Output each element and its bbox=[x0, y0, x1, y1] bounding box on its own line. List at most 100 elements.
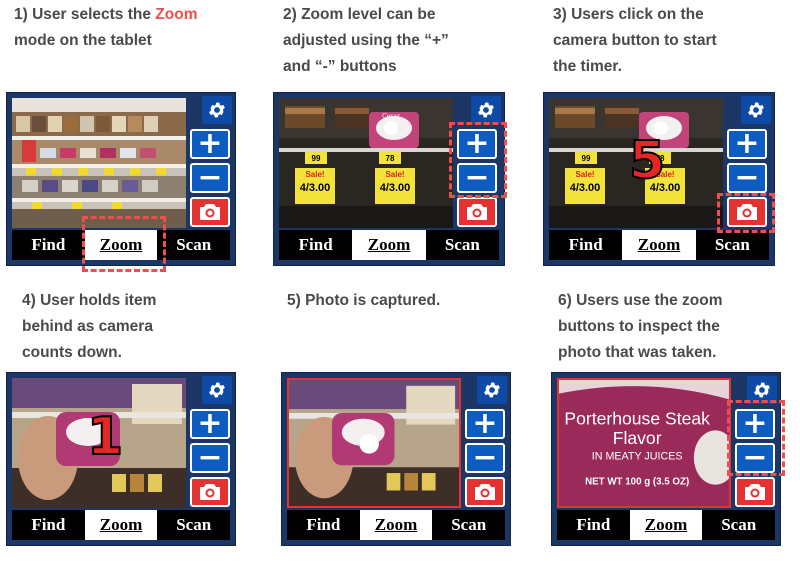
zoom-out-button[interactable]: − bbox=[190, 163, 230, 193]
tablet-panel-2: Cesar 99 78 Sale! 4/3.00 Sale! 4/3.00 + … bbox=[273, 92, 505, 266]
plus-icon: + bbox=[197, 126, 223, 161]
step-3-caption: 3) Users click on the camera button to s… bbox=[553, 6, 717, 75]
tab-find[interactable]: Find bbox=[279, 230, 353, 260]
tab-find[interactable]: Find bbox=[549, 230, 623, 260]
settings-button[interactable] bbox=[741, 96, 771, 124]
settings-button[interactable] bbox=[747, 376, 777, 404]
camera-button[interactable] bbox=[457, 197, 497, 227]
settings-button[interactable] bbox=[471, 96, 501, 124]
gear-icon bbox=[209, 382, 225, 398]
tab-zoom[interactable]: Zoom bbox=[84, 510, 158, 540]
camera-icon bbox=[737, 204, 757, 220]
tab-scan[interactable]: Scan bbox=[695, 230, 769, 260]
label-line-2: Flavor bbox=[613, 428, 662, 448]
minus-icon: − bbox=[472, 440, 498, 475]
tab-zoom[interactable]: Zoom bbox=[84, 230, 158, 260]
tab-zoom[interactable]: Zoom bbox=[359, 510, 433, 540]
tab-scan[interactable]: Scan bbox=[702, 510, 776, 540]
tablet-panel-1: + − Find Zoom Scan bbox=[6, 92, 236, 266]
tab-find[interactable]: Find bbox=[12, 510, 85, 540]
settings-button[interactable] bbox=[202, 376, 232, 404]
camera-icon bbox=[200, 484, 220, 500]
camera-icon bbox=[745, 484, 765, 500]
gear-icon bbox=[478, 102, 494, 118]
zoom-out-button[interactable]: − bbox=[735, 443, 775, 473]
tab-find[interactable]: Find bbox=[287, 510, 360, 540]
svg-text:4/3.00: 4/3.00 bbox=[650, 182, 681, 194]
gear-icon bbox=[748, 102, 764, 118]
countdown-number: 5 bbox=[628, 131, 666, 191]
minus-icon: − bbox=[464, 160, 490, 195]
captured-photo bbox=[287, 378, 461, 508]
svg-text:78: 78 bbox=[656, 154, 665, 163]
label-line-3: IN MEATY JUICES bbox=[592, 451, 683, 463]
zoom-buttons-highlight bbox=[449, 122, 507, 198]
plus-icon: + bbox=[472, 406, 498, 441]
camera-preview-hand-holding-item bbox=[12, 378, 186, 508]
cesar-brand: Cesar bbox=[382, 113, 400, 120]
tab-zoom[interactable]: Zoom bbox=[622, 230, 696, 260]
svg-text:4/3.00: 4/3.00 bbox=[380, 182, 411, 194]
minus-icon: − bbox=[734, 160, 760, 195]
zoom-buttons-highlight bbox=[727, 400, 785, 476]
tablet-panel-4: 1 + − Find Zoom Scan bbox=[6, 372, 236, 546]
camera-preview-store-shelf bbox=[12, 98, 186, 228]
svg-text:Sale!: Sale! bbox=[305, 170, 324, 179]
tab-find[interactable]: Find bbox=[12, 230, 85, 260]
camera-icon bbox=[475, 484, 495, 500]
zoom-in-button[interactable]: + bbox=[190, 129, 230, 159]
mode-tab-bar: Find Zoom Scan bbox=[12, 510, 231, 540]
zoom-highlight: Zoom bbox=[155, 6, 198, 23]
svg-text:99: 99 bbox=[582, 154, 591, 163]
plus-icon: + bbox=[734, 126, 760, 161]
step-2-caption: 2) Zoom level can be adjusted using the … bbox=[283, 6, 449, 75]
svg-text:4/3.00: 4/3.00 bbox=[300, 182, 331, 194]
zoom-out-button[interactable]: − bbox=[727, 163, 767, 193]
settings-button[interactable] bbox=[477, 376, 507, 404]
mode-tab-bar: Find Zoom Scan bbox=[279, 230, 499, 260]
settings-button[interactable] bbox=[202, 96, 232, 124]
plus-icon: + bbox=[464, 126, 490, 161]
zoom-out-button[interactable]: − bbox=[465, 443, 505, 473]
step-6-caption: 6) Users use the zoom buttons to inspect… bbox=[558, 292, 723, 361]
zoom-in-button[interactable]: + bbox=[457, 129, 497, 159]
tab-scan[interactable]: Scan bbox=[157, 230, 231, 260]
zoom-out-button[interactable]: − bbox=[190, 443, 230, 473]
svg-text:4/3.00: 4/3.00 bbox=[570, 182, 601, 194]
zoomed-photo-label: Porterhouse Steak Flavor IN MEATY JUICES… bbox=[557, 378, 731, 508]
camera-button[interactable] bbox=[465, 477, 505, 507]
tab-scan[interactable]: Scan bbox=[425, 230, 499, 260]
tab-zoom[interactable]: Zoom bbox=[629, 510, 703, 540]
gear-icon bbox=[209, 102, 225, 118]
zoom-in-button[interactable]: + bbox=[727, 129, 767, 159]
camera-button[interactable] bbox=[190, 477, 230, 507]
tablet-panel-3: 99 78 Sale! 4/3.00 Sale! 4/3.00 5 + − Fi… bbox=[543, 92, 775, 266]
camera-button[interactable] bbox=[190, 197, 230, 227]
zoom-in-button[interactable]: + bbox=[190, 409, 230, 439]
tab-find[interactable]: Find bbox=[557, 510, 630, 540]
camera-button-highlight bbox=[717, 193, 775, 233]
tab-zoom[interactable]: Zoom bbox=[352, 230, 426, 260]
tab-scan[interactable]: Scan bbox=[432, 510, 506, 540]
svg-text:99: 99 bbox=[312, 154, 321, 163]
mode-tab-bar: Find Zoom Scan bbox=[287, 510, 506, 540]
mode-tab-bar: Find Zoom Scan bbox=[12, 230, 231, 260]
camera-button[interactable] bbox=[735, 477, 775, 507]
zoom-out-button[interactable]: − bbox=[457, 163, 497, 193]
svg-text:Sale!: Sale! bbox=[575, 170, 594, 179]
mode-tab-bar: Find Zoom Scan bbox=[557, 510, 776, 540]
label-line-4: NET WT 100 g (3.5 OZ) bbox=[585, 477, 689, 488]
minus-icon: − bbox=[197, 440, 223, 475]
minus-icon: − bbox=[742, 440, 768, 475]
tab-scan[interactable]: Scan bbox=[157, 510, 231, 540]
camera-icon bbox=[467, 204, 487, 220]
camera-button[interactable] bbox=[727, 197, 767, 227]
svg-text:78: 78 bbox=[386, 154, 395, 163]
camera-preview-zoomed-shelf: Cesar 99 78 Sale! 4/3.00 Sale! 4/3.00 bbox=[279, 98, 453, 228]
step-4-caption: 4) User holds item behind as camera coun… bbox=[22, 292, 157, 361]
zoom-in-button[interactable]: + bbox=[465, 409, 505, 439]
zoom-in-button[interactable]: + bbox=[735, 409, 775, 439]
svg-text:Sale!: Sale! bbox=[385, 170, 404, 179]
label-line-1: Porterhouse Steak bbox=[564, 409, 710, 429]
step-5-caption: 5) Photo is captured. bbox=[287, 292, 441, 309]
